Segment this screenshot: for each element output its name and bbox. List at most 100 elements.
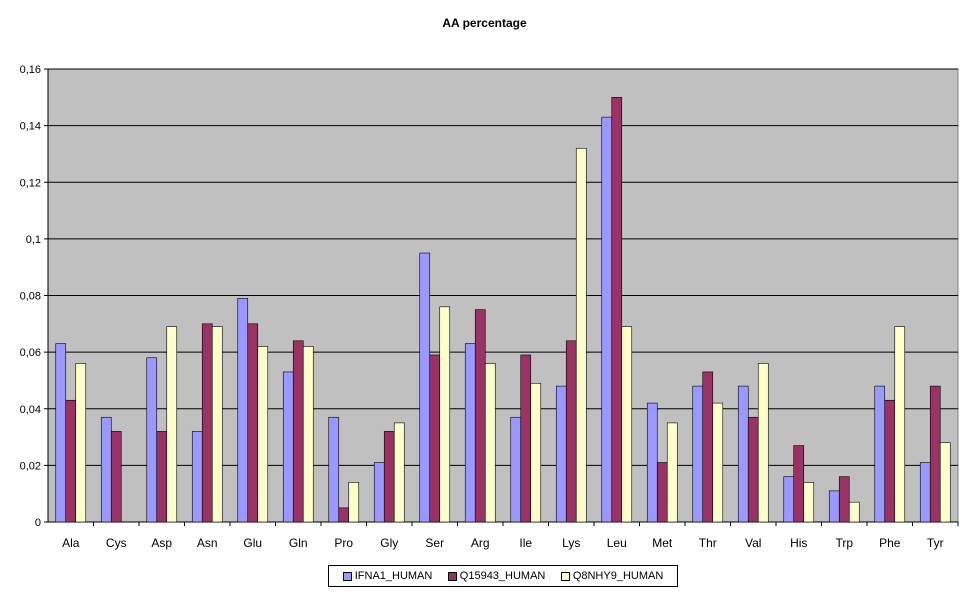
x-tick-label: Phe [879,536,901,550]
chart-plot: 0 0,02 0,04 0,06 0,08 0,1 0,12 0,14 0,16 Ala Cys As… [20,64,959,550]
bar [565,340,577,523]
bar [894,326,906,523]
x-tick-label: Ser [425,536,444,550]
legend-label: Q15943_HUMAN [459,570,546,582]
bar [692,385,704,523]
bar [757,363,769,523]
bar [747,416,759,523]
bar [247,323,259,523]
bar [191,431,203,523]
x-tick-label: His [790,536,807,550]
chart-title: AA percentage [442,16,527,30]
bar [484,363,496,523]
x-tick-label: Val [745,536,761,550]
bar [211,326,223,523]
bar [520,354,532,523]
x-tick-label: Cys [106,536,127,550]
bar [702,371,714,523]
y-tick-label: 0,06 [20,347,41,359]
bar [237,298,249,523]
bar [874,385,886,523]
x-tick-label: Arg [471,536,490,550]
bar [783,476,795,523]
y-tick-label: 0,12 [20,177,41,189]
bar [373,462,385,523]
bar [884,399,896,523]
bar [712,402,724,523]
bar [601,116,613,523]
legend: IFNA1_HUMAN Q15943_HUMAN Q8NHY9_HUMAN [328,565,678,587]
bar [393,422,405,523]
bar [55,343,67,523]
bar [530,382,542,523]
bar [656,462,668,523]
bar [621,326,633,523]
x-tick-label: Gly [380,536,398,550]
legend-item: Q8NHY9_HUMAN [560,570,664,582]
bar [383,431,395,523]
bar [828,490,840,523]
x-tick-label: Met [652,536,673,550]
bar [166,326,178,523]
y-tick-label: 0,02 [20,460,41,472]
x-tick-label: Ala [62,536,80,550]
x-tick-label: Asn [197,536,218,550]
x-tick-label: Lys [562,536,580,550]
bar [666,422,678,523]
bar [474,309,486,523]
legend-item: IFNA1_HUMAN [342,570,433,582]
bar [338,507,350,523]
bar [939,442,951,523]
bar [429,354,441,523]
bar [75,363,87,523]
bar [611,97,623,523]
x-tick-label: Leu [607,536,627,550]
y-tick-label: 0,16 [20,64,41,76]
bar [419,252,431,523]
bar [464,343,476,523]
bar [282,371,294,523]
y-tick-label: 0,04 [20,404,41,416]
bar [146,357,158,523]
y-tick-label: 0,1 [26,234,41,246]
x-tick-label: Trp [835,536,853,550]
bar [302,346,314,523]
y-tick-label: 0 [35,517,41,529]
legend-swatch [447,571,457,581]
bar [929,385,941,523]
x-tick-label: Tyr [927,536,944,550]
bar [510,416,522,523]
bar [348,482,360,523]
x-tick-label: Glu [243,536,262,550]
x-tick-label: Asp [151,536,172,550]
legend-swatch [342,571,352,581]
x-tick-label: Gln [289,536,308,550]
legend-label: Q8NHY9_HUMAN [572,570,664,582]
bar [110,431,122,523]
bar [292,340,304,523]
bar [156,431,168,523]
bar [555,385,567,523]
bar [793,445,805,523]
bar [439,306,451,523]
legend-item: Q15943_HUMAN [447,570,546,582]
legend-label: IFNA1_HUMAN [354,570,433,582]
bar [328,416,340,523]
y-tick-label: 0,14 [20,121,41,133]
legend-swatch [560,571,570,581]
bar [201,323,213,523]
bar [65,399,77,523]
bar [257,346,269,523]
y-tick-label: 0,08 [20,291,41,303]
x-tick-label: Pro [334,536,353,550]
bar [575,147,587,523]
bar [919,462,931,523]
bar [737,385,749,523]
x-tick-label: Thr [699,536,717,550]
bar [646,402,658,523]
x-tick-label: Ile [519,536,532,550]
bar [838,476,850,523]
bar [848,501,860,523]
bar [803,482,815,523]
